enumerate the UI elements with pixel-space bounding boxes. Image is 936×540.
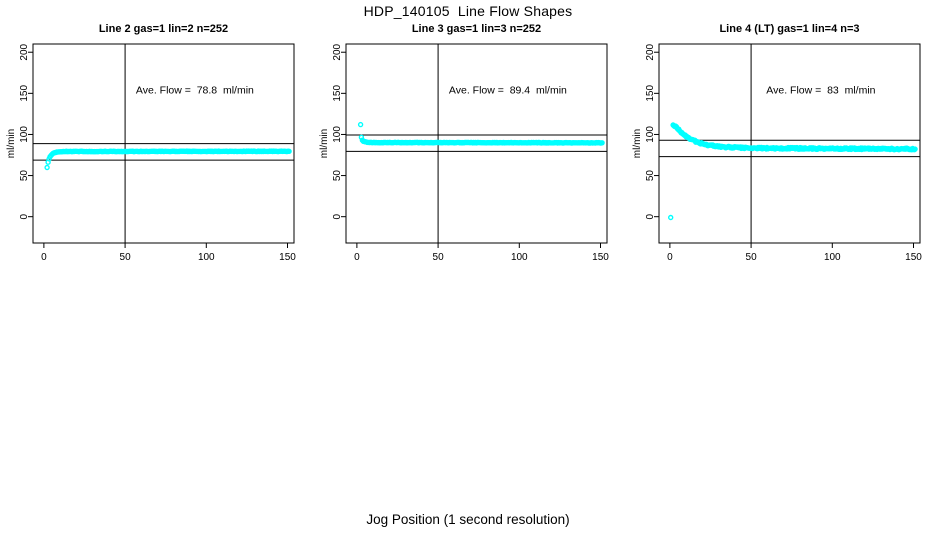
x-tick-label: 0 <box>667 252 673 263</box>
line2-flow-chart: Line 2 gas=1 lin=2 n=252 0 50 100 150 0 50 100 1… <box>6 23 296 263</box>
ave-flow-annotation: Ave. Flow = 83 ml/min <box>766 84 875 96</box>
y-tick-label: 0 <box>645 213 656 219</box>
panel-title: Line 3 gas=1 lin=3 n=252 <box>412 23 541 35</box>
y-tick-label: 150 <box>19 85 30 102</box>
y-tick-label: 150 <box>645 85 656 102</box>
y-axis-label: ml/min <box>632 129 643 158</box>
y-axis-label: ml/min <box>6 129 17 158</box>
line4-flow-chart: Line 4 (LT) gas=1 lin=4 n=3 0 50 100 150 0 50 1… <box>632 23 922 263</box>
x-tick-label: 100 <box>511 252 528 263</box>
x-tick-label: 0 <box>354 252 360 263</box>
plot-box <box>658 43 921 244</box>
y-tick-label: 150 <box>332 85 343 102</box>
panel-title: Line 4 (LT) gas=1 lin=4 n=3 <box>719 23 859 35</box>
ave-flow-annotation: Ave. Flow = 78.8 ml/min <box>136 84 254 96</box>
x-tick-label: 150 <box>279 252 296 263</box>
plot-box <box>345 43 608 244</box>
y-tick-label: 200 <box>332 43 343 60</box>
y-tick-label: 0 <box>332 213 343 219</box>
x-tick-label: 0 <box>41 252 47 263</box>
flow-data-points <box>357 121 605 146</box>
plot-box <box>32 43 295 244</box>
x-tick-label: 100 <box>824 252 841 263</box>
figure-title: HDP_140105 Line Flow Shapes <box>363 3 573 19</box>
y-tick-label: 100 <box>645 126 656 143</box>
panel-title: Line 2 gas=1 lin=2 n=252 <box>99 23 228 35</box>
x-tick-label: 50 <box>120 252 132 263</box>
y-tick-label: 50 <box>19 170 30 182</box>
x-tick-label: 50 <box>433 252 445 263</box>
x-tick-label: 150 <box>905 252 922 263</box>
y-tick-label: 200 <box>645 43 656 60</box>
y-tick-label: 200 <box>19 43 30 60</box>
line3-flow-chart: Line 3 gas=1 lin=3 n=252 0 50 100 150 0 50 100 1… <box>319 23 609 263</box>
flow-data-points <box>668 122 918 221</box>
y-tick-label: 100 <box>332 126 343 143</box>
y-tick-label: 100 <box>19 126 30 143</box>
x-tick-label: 100 <box>198 252 215 263</box>
y-tick-label: 50 <box>645 170 656 182</box>
flow-data-points <box>44 148 292 171</box>
x-tick-label: 150 <box>592 252 609 263</box>
y-tick-label: 50 <box>332 170 343 182</box>
ave-flow-annotation: Ave. Flow = 89.4 ml/min <box>449 84 567 96</box>
y-tick-label: 0 <box>19 213 30 219</box>
x-axis-outer-label: Jog Position (1 second resolution) <box>366 512 570 527</box>
x-tick-label: 50 <box>746 252 758 263</box>
y-axis-label: ml/min <box>319 129 330 158</box>
